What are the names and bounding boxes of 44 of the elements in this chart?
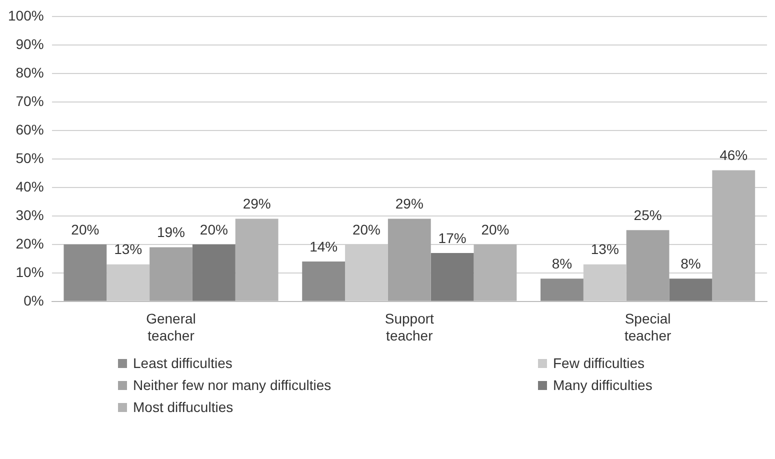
bar — [388, 218, 431, 301]
legend-label: Most diffuculties — [133, 399, 234, 415]
data-label: 20% — [200, 221, 228, 238]
legend-label: Many difficulties — [553, 377, 652, 393]
y-tick-label: 0% — [24, 292, 44, 308]
bar — [430, 252, 474, 301]
legend-label: Few difficulties — [553, 355, 645, 371]
data-label: 20% — [71, 221, 100, 238]
data-label: 14% — [310, 238, 338, 254]
bar — [626, 230, 670, 301]
data-label: 19% — [156, 224, 186, 240]
y-tick-label: 90% — [16, 36, 44, 52]
legend-label: Least difficulties — [133, 355, 232, 371]
data-label: 17% — [438, 230, 466, 246]
data-label: 46% — [720, 147, 748, 164]
y-tick-label: 50% — [16, 150, 44, 166]
x-tick-label: Support teacher — [384, 310, 434, 344]
y-tick-label: 70% — [16, 92, 44, 109]
y-tick-label: 40% — [16, 178, 44, 194]
bar — [669, 278, 712, 301]
data-label: 8% — [552, 255, 572, 272]
bar — [302, 262, 346, 301]
bar — [64, 244, 107, 301]
y-tick-label: 30% — [16, 206, 44, 223]
legend-label: Neither few nor many difficulties — [133, 377, 332, 393]
data-label: 13% — [590, 241, 619, 258]
y-tick-label: 10% — [16, 264, 44, 280]
bar — [150, 247, 192, 301]
bar — [540, 278, 584, 301]
bar — [106, 264, 150, 301]
data-label: 20% — [352, 221, 381, 238]
data-label: 29% — [395, 196, 424, 212]
x-tick-label: General teacher — [146, 310, 196, 344]
y-tick-label: 20% — [16, 235, 44, 252]
y-tick-label: 80% — [16, 64, 44, 80]
x-tick-label: Special teacher — [624, 310, 672, 344]
bar — [192, 244, 236, 301]
data-label: 29% — [242, 196, 271, 212]
data-label: 25% — [634, 207, 662, 224]
data-label: 8% — [680, 255, 701, 272]
y-tick-label: 100% — [8, 7, 44, 24]
data-label: 20% — [481, 221, 510, 238]
data-label: 13% — [114, 241, 142, 258]
y-tick-label: 60% — [16, 121, 44, 138]
